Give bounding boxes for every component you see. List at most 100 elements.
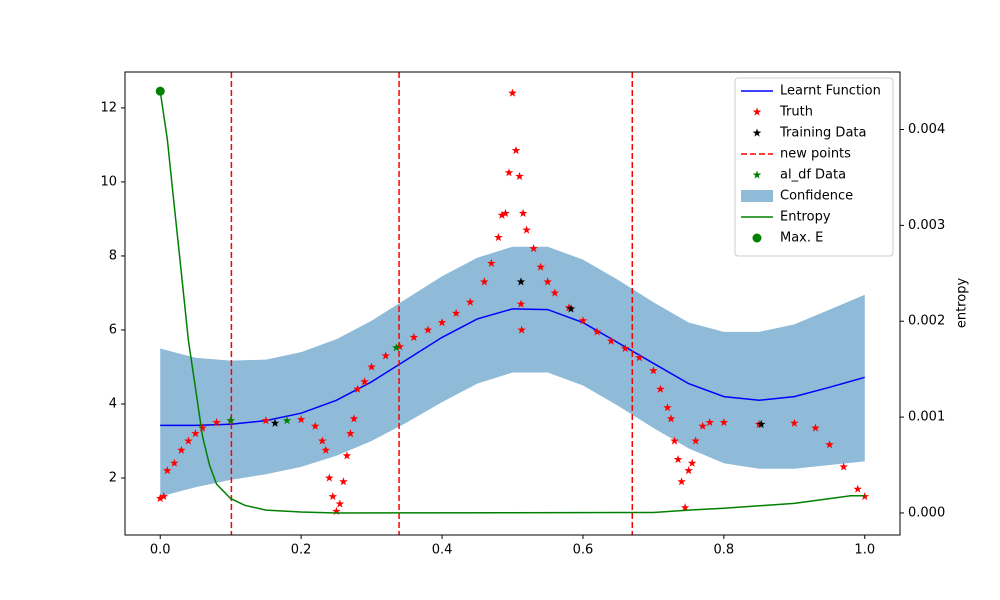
y2-tick-label: 0.003	[908, 218, 945, 233]
point	[170, 458, 179, 467]
legend-label: Learnt Function	[780, 84, 881, 99]
point	[296, 415, 306, 424]
y-tick-label: 8	[109, 248, 117, 263]
legend-key	[752, 128, 762, 137]
legend-label: Max. E	[780, 231, 823, 246]
point	[353, 384, 362, 393]
point	[511, 146, 521, 155]
point	[191, 429, 200, 438]
point	[212, 418, 221, 427]
point	[501, 208, 510, 217]
point	[825, 440, 834, 449]
legend-key	[741, 190, 773, 202]
point	[620, 344, 630, 353]
point	[392, 343, 401, 352]
point	[270, 418, 280, 427]
point	[367, 362, 376, 371]
point	[226, 416, 235, 425]
point	[811, 423, 820, 432]
legend-label: al_df Data	[780, 168, 846, 183]
point	[465, 297, 475, 306]
point	[670, 436, 679, 445]
line	[159, 91, 865, 514]
point	[409, 332, 419, 341]
point	[335, 499, 345, 508]
y-tick-label: 2	[109, 471, 117, 486]
legend-label: new points	[780, 147, 851, 162]
y2-tick-label: 0.002	[908, 314, 945, 329]
legend-label: Training Data	[779, 126, 866, 141]
point	[332, 506, 341, 515]
point	[691, 436, 700, 445]
y2-tick-label: 0.004	[908, 122, 945, 137]
point	[663, 403, 672, 412]
point	[839, 462, 848, 471]
point	[497, 210, 507, 219]
point	[684, 466, 693, 475]
y-tick-label: 10	[100, 174, 117, 189]
point	[543, 277, 552, 286]
legend-label: Truth	[779, 105, 813, 120]
x-tick-label: 1.0	[854, 543, 875, 558]
point	[550, 288, 560, 297]
line	[160, 308, 866, 427]
point	[705, 418, 715, 427]
point	[677, 477, 686, 486]
point	[163, 466, 172, 475]
point	[198, 423, 207, 432]
point	[518, 208, 528, 217]
point	[680, 503, 690, 512]
point	[282, 416, 292, 425]
legend-box	[734, 77, 894, 257]
point	[564, 303, 574, 312]
x-tick-label: 0.4	[432, 543, 453, 558]
y2-tick-label: 0.000	[908, 505, 945, 520]
axes-frame	[124, 71, 901, 536]
point	[494, 232, 503, 242]
legend-key	[752, 170, 762, 179]
point	[515, 171, 524, 180]
confidence-band	[160, 246, 865, 497]
point	[310, 421, 320, 430]
point	[756, 419, 766, 428]
legend-label: Confidence	[780, 189, 853, 204]
point	[342, 451, 352, 460]
point	[346, 429, 355, 438]
point	[517, 325, 526, 334]
point	[592, 327, 602, 336]
point	[516, 277, 526, 286]
point	[566, 304, 576, 313]
y-tick-label: 6	[109, 322, 117, 337]
point	[451, 308, 461, 317]
point	[349, 414, 359, 423]
point	[159, 492, 168, 501]
y2-axis-label: entropy	[955, 278, 970, 329]
x-tick-label: 0.8	[714, 543, 735, 558]
point	[487, 258, 496, 267]
point	[673, 455, 683, 464]
point	[649, 366, 658, 375]
point	[635, 353, 644, 362]
point	[790, 418, 799, 427]
point	[328, 492, 338, 501]
point	[853, 484, 862, 493]
point	[687, 458, 697, 467]
y-tick-label: 12	[100, 100, 117, 115]
point	[656, 384, 665, 393]
point	[177, 445, 186, 454]
point	[536, 262, 545, 271]
y-tick-label: 4	[109, 396, 117, 411]
point	[339, 477, 348, 486]
point	[423, 325, 433, 334]
point	[261, 416, 271, 425]
point	[504, 168, 514, 177]
point	[508, 88, 517, 97]
point	[522, 225, 531, 234]
point	[318, 436, 327, 445]
point	[360, 377, 369, 386]
point	[155, 493, 165, 502]
y2-tick-label: 0.001	[908, 410, 945, 425]
x-tick-label: 0.6	[573, 543, 594, 558]
